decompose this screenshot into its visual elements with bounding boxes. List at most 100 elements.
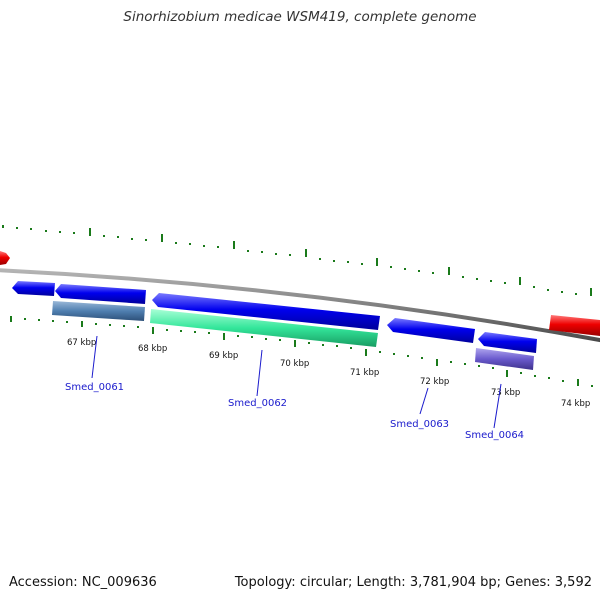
gene-bar-smed-0062[interactable] — [150, 309, 378, 347]
scale-tick-minor — [279, 339, 281, 341]
scale-tick-minor — [265, 338, 267, 340]
separator: ; — [347, 575, 357, 590]
scale-tick-minor — [562, 380, 564, 382]
scale-tick-minor — [534, 375, 536, 377]
upper-tick — [533, 286, 535, 288]
scale-tick-minor — [251, 336, 253, 338]
upper-tick-major — [305, 249, 307, 257]
upper-tick — [490, 280, 492, 282]
kbp-label: 72 kbp — [420, 377, 449, 387]
scale-tick — [294, 340, 296, 347]
separator: ; — [496, 575, 506, 590]
upper-tick — [2, 225, 4, 228]
kbp-scale-labels: 67 kbp 68 kbp 69 kbp 70 kbp 71 kbp 72 kb… — [67, 338, 590, 409]
feature-red-right[interactable] — [549, 315, 600, 336]
gene-label-smed-0062[interactable]: Smed_0062 — [228, 398, 287, 409]
scale-tick-minor — [109, 324, 111, 326]
scale-tick — [152, 327, 154, 334]
scale-tick-minor — [450, 361, 452, 363]
cds-arrow[interactable] — [12, 281, 55, 296]
scale-tick-minor — [52, 320, 54, 322]
cds-arrow[interactable] — [55, 284, 146, 304]
leader-line — [256, 349, 263, 397]
upper-tick-major — [89, 228, 91, 236]
scale-tick-minor — [308, 342, 310, 344]
upper-tick — [347, 261, 349, 263]
scale-tick-minor — [548, 377, 550, 379]
scale-tick — [81, 321, 83, 327]
genome-backbone — [0, 268, 600, 343]
upper-tick — [189, 243, 191, 245]
gene-bar-smed-0061[interactable] — [52, 301, 145, 321]
upper-tick — [247, 250, 249, 252]
scale-tick-minor — [66, 321, 68, 323]
scale-tick-minor — [407, 355, 409, 357]
scale-tick-minor — [421, 357, 423, 359]
scale-tick — [365, 349, 367, 356]
scale-tick-minor — [237, 335, 239, 337]
feature-red-left[interactable] — [0, 251, 10, 265]
gene-bar-smed-0064[interactable] — [475, 348, 534, 370]
upper-tick — [289, 254, 291, 256]
upper-tick — [575, 293, 577, 295]
kbp-label: 73 kbp — [491, 388, 520, 398]
leader-line — [419, 387, 429, 415]
gene-labels: Smed_0061 Smed_0062 Smed_0063 Smed_0064 — [65, 382, 524, 441]
scale-tick-minor — [24, 318, 26, 320]
scale-tick-minor — [137, 326, 139, 328]
kbp-label: 69 kbp — [209, 351, 238, 361]
upper-tick — [476, 278, 478, 280]
page-title: Sinorhizobium medicae WSM419, complete g… — [123, 9, 477, 25]
cds-arrow[interactable] — [478, 332, 537, 353]
upper-tick — [319, 258, 321, 260]
scale-tick-minor — [520, 372, 522, 374]
scale-tick-minor — [478, 365, 480, 367]
scale-tick-minor — [464, 363, 466, 365]
cds-arrow[interactable] — [152, 293, 380, 330]
scale-tick-minor — [38, 319, 40, 321]
upper-tick — [462, 276, 464, 278]
upper-tick — [390, 266, 392, 268]
gene-leader-lines — [91, 335, 502, 429]
scale-tick-minor — [322, 344, 324, 346]
gene-label-smed-0063[interactable]: Smed_0063 — [390, 419, 449, 430]
upper-tick — [333, 260, 335, 262]
scale-tick — [223, 333, 225, 340]
scale-tick-minor — [492, 367, 494, 369]
upper-tick — [203, 245, 205, 247]
gene-label-smed-0061[interactable]: Smed_0061 — [65, 382, 124, 393]
upper-tick-major — [233, 241, 235, 249]
genome-summary: Topology: circular; Length: 3,781,904 bp… — [235, 575, 592, 590]
scale-tick — [436, 359, 438, 366]
kbp-label: 71 kbp — [350, 368, 379, 378]
scale-tick-minor — [379, 351, 381, 353]
scale-tick-minor — [208, 332, 210, 334]
upper-tick — [361, 263, 363, 265]
upper-tick — [404, 268, 406, 270]
upper-tick — [30, 228, 32, 230]
gene-label-smed-0064[interactable]: Smed_0064 — [465, 430, 524, 441]
kbp-label: 70 kbp — [280, 359, 309, 369]
topology-label: Topology: — [234, 575, 296, 590]
scale-tick-minor — [393, 353, 395, 355]
cds-arrow[interactable] — [387, 318, 475, 343]
scale-tick-minor — [123, 325, 125, 327]
scale-tick-minor — [591, 385, 593, 387]
upper-tick — [16, 227, 18, 229]
genes-value: 3,592 — [554, 575, 592, 590]
upper-tick — [103, 235, 105, 237]
kbp-label: 67 kbp — [67, 338, 96, 348]
scale-tick — [577, 379, 579, 386]
upper-tick — [131, 238, 133, 240]
scale-tick-minor — [180, 330, 182, 332]
leader-line — [91, 335, 98, 379]
upper-tick-major — [448, 267, 450, 275]
lower-tick-row — [10, 316, 593, 387]
upper-tick — [432, 272, 434, 274]
scale-tick-minor — [194, 331, 196, 333]
kbp-label: 68 kbp — [138, 344, 167, 354]
accession-value: NC_009636 — [81, 575, 157, 590]
scale-tick — [506, 370, 508, 377]
scale-tick-minor — [350, 347, 352, 349]
